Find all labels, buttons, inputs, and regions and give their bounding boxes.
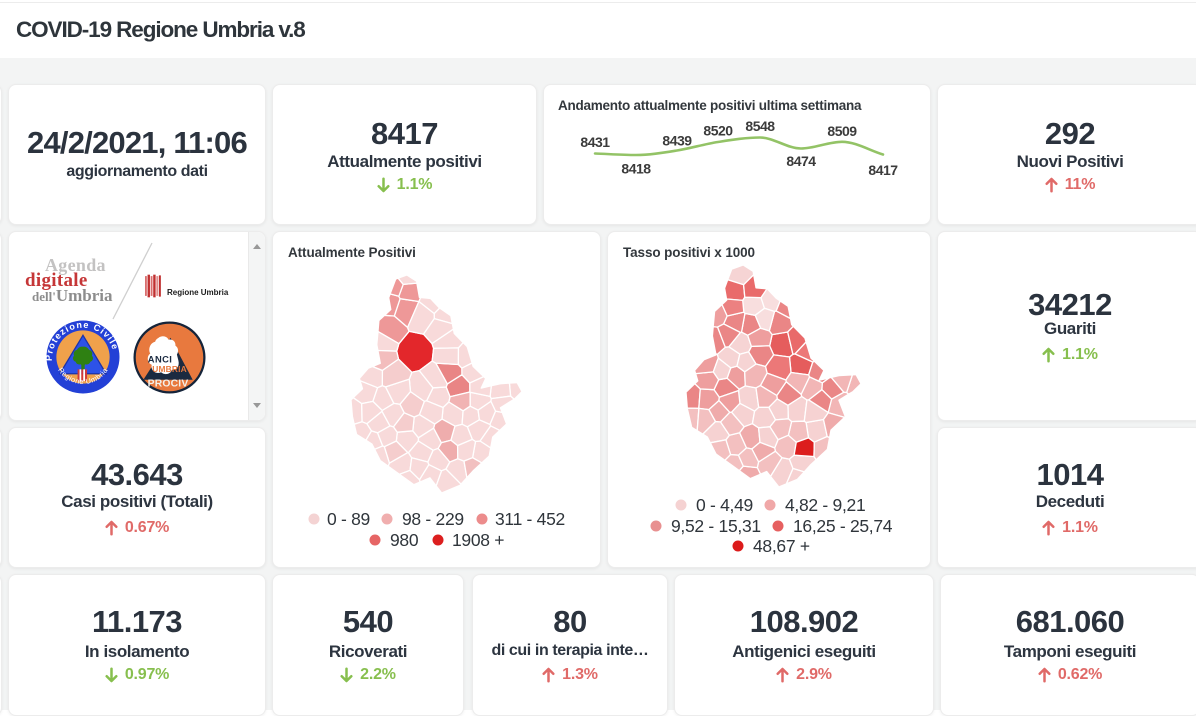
- svg-text:98 - 229: 98 - 229: [402, 509, 464, 529]
- svg-text:8439: 8439: [662, 133, 692, 149]
- svg-text:8474: 8474: [786, 153, 816, 169]
- svg-text:ANCI: ANCI: [148, 354, 172, 364]
- svg-text:980: 980: [390, 530, 419, 550]
- svg-text:311 - 452: 311 - 452: [495, 509, 565, 529]
- svg-text:PROCIV: PROCIV: [148, 379, 189, 390]
- svg-text:9,52 - 15,31: 9,52 - 15,31: [671, 516, 761, 536]
- svg-text:8418: 8418: [621, 161, 651, 177]
- svg-text:8417: 8417: [868, 162, 898, 178]
- svg-text:0 - 89: 0 - 89: [327, 509, 370, 529]
- svg-text:48,67 +: 48,67 +: [753, 536, 810, 556]
- svg-text:0 - 4,49: 0 - 4,49: [696, 495, 753, 515]
- svg-text:4,82 - 9,21: 4,82 - 9,21: [785, 495, 865, 515]
- svg-text:1908 +: 1908 +: [452, 530, 504, 550]
- svg-text:16,25 - 25,74: 16,25 - 25,74: [793, 516, 893, 536]
- svg-text:8520: 8520: [703, 122, 733, 138]
- svg-text:UMBRIA: UMBRIA: [152, 364, 187, 374]
- svg-text:8509: 8509: [827, 123, 857, 139]
- svg-text:8548: 8548: [745, 118, 775, 134]
- svg-text:8431: 8431: [580, 134, 610, 150]
